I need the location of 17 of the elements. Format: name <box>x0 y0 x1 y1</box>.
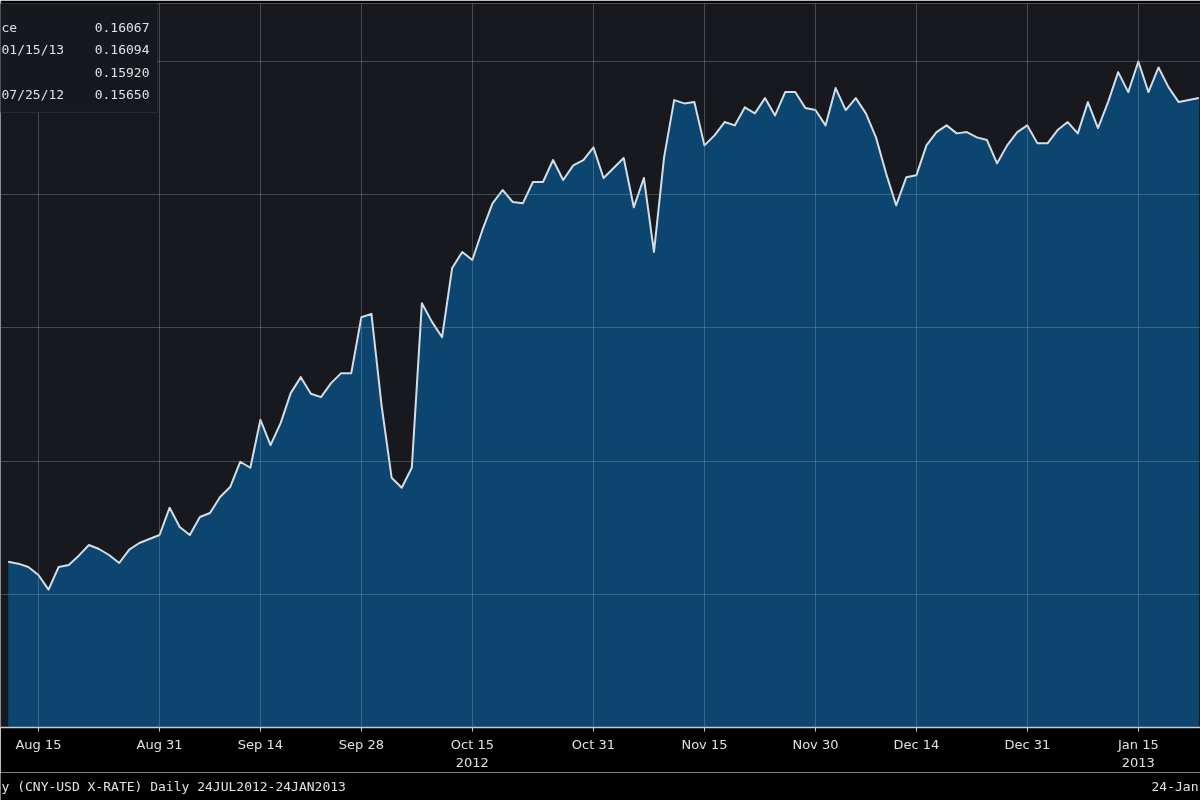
x-tick-label: Aug 15 <box>15 736 62 752</box>
text: y (CNY-USD X-RATE) Daily 24JUL2012-24JAN2013 <box>1 779 346 794</box>
x-tick-label: Sep 14 <box>237 736 284 752</box>
x-tick-label: Dec 31 <box>1004 736 1051 752</box>
x-tick-label: Dec 14 <box>893 736 940 752</box>
text: ce 0.16067 <box>1 20 150 35</box>
text: 01/15/13 0.16094 <box>1 42 150 58</box>
x-tick-label: Aug 31 <box>136 736 183 752</box>
x-tick-label: Oct 31 <box>571 736 616 752</box>
text: 24-Jan <box>1151 779 1199 794</box>
x-tick-label: Sep 28 <box>338 736 384 752</box>
annotation: 0.15920 <box>94 64 150 80</box>
x-tick-label: Jan 15 2013 <box>1116 736 1159 770</box>
x-tick-label: Nov 30 <box>792 736 839 752</box>
x-tick-label: Oct 15 2012 <box>450 736 494 770</box>
x-tick-label: Nov 15 <box>681 736 728 752</box>
text: 07/25/12 0.15650 <box>1 86 150 102</box>
